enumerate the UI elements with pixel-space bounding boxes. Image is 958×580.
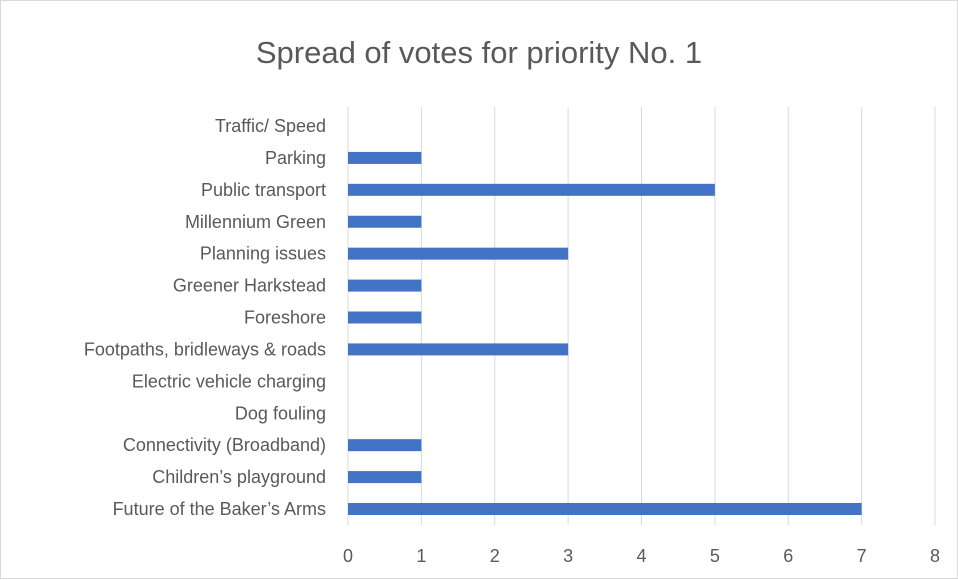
bar [348, 343, 569, 356]
category-label: Connectivity (Broadband) [123, 435, 326, 455]
chart-title: Spread of votes for priority No. 1 [255, 35, 703, 70]
category-label: Traffic/ Speed [215, 116, 326, 136]
x-tick-label: 2 [490, 546, 500, 566]
category-label: Planning issues [200, 244, 326, 264]
bar [348, 215, 422, 228]
category-label: Electric vehicle charging [132, 371, 326, 391]
x-tick-label: 8 [930, 546, 940, 566]
x-tick-label: 3 [563, 546, 573, 566]
bar [348, 311, 422, 324]
bar [348, 439, 422, 452]
x-tick-label: 0 [343, 546, 353, 566]
bar [348, 151, 422, 164]
category-label: Parking [265, 148, 326, 168]
bar [348, 183, 715, 196]
x-tick-label: 5 [710, 546, 720, 566]
x-tick-label: 4 [636, 546, 646, 566]
category-label: Foreshore [244, 308, 326, 328]
x-tick-label: 7 [857, 546, 867, 566]
bar [348, 471, 422, 484]
x-tick-label: 1 [416, 546, 426, 566]
category-label: Footpaths, bridleways & roads [84, 339, 326, 359]
category-label: Dog fouling [235, 403, 326, 423]
bar [348, 503, 862, 515]
category-label: Public transport [201, 180, 326, 200]
category-label: Children’s playground [152, 467, 326, 487]
category-label: Greener Harkstead [173, 276, 326, 296]
bar [348, 279, 422, 292]
bar [348, 247, 569, 260]
category-label: Millennium Green [185, 212, 326, 232]
x-tick-label: 6 [783, 546, 793, 566]
category-label: Future of the Baker’s Arms [113, 499, 326, 519]
